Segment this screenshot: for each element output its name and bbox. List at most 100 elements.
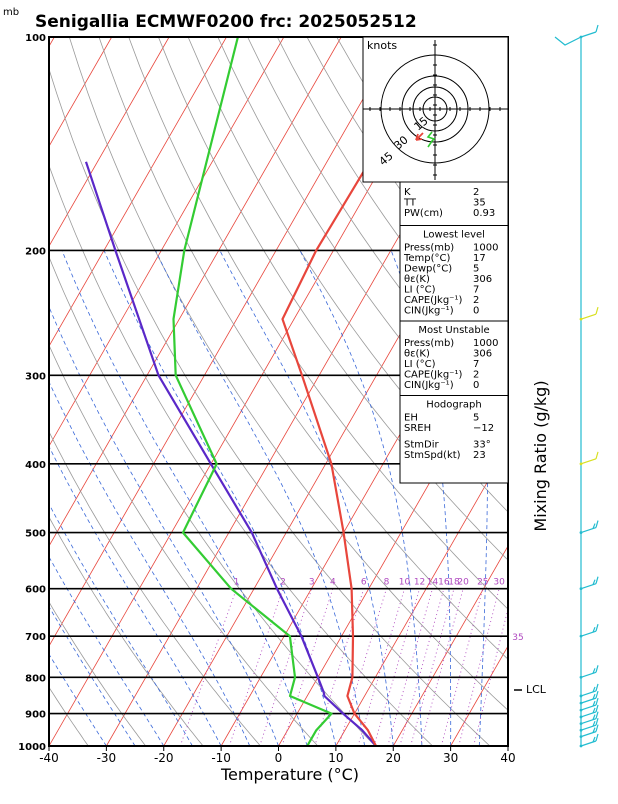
mixing-ratio-line <box>459 589 499 746</box>
index-value: 306 <box>473 349 492 360</box>
pressure-tick-label: 900 <box>25 710 46 721</box>
wind-barb <box>581 698 596 703</box>
mixing-ratio-label: 12 <box>414 578 425 588</box>
mixing-ratio-label: 20 <box>457 578 469 588</box>
index-name: CIN(Jkg⁻¹) <box>404 306 454 317</box>
parcel-trace <box>86 162 376 746</box>
wind-barb-dot <box>580 531 583 534</box>
x-tick-label: 10 <box>328 751 343 765</box>
mixing-ratio-line <box>400 589 444 746</box>
mixing-ratio-label: 30 <box>493 578 505 588</box>
pressure-unit-label: mb <box>3 7 19 18</box>
index-name: CIN(Jkg⁻¹) <box>404 380 454 391</box>
index-value: 5 <box>473 264 479 275</box>
x-tick-label: -30 <box>97 751 117 765</box>
wind-barb-flag <box>596 665 598 672</box>
index-value: 33° <box>473 440 491 451</box>
wind-barb-flag <box>596 624 598 631</box>
x-axis-label: Temperature (°C) <box>220 765 359 784</box>
index-value: 0.93 <box>473 208 495 219</box>
moist-adiabat-line <box>0 250 250 746</box>
hodograph-label: knots <box>367 39 397 52</box>
x-tick-label: 0 <box>275 751 283 765</box>
index-name: StmDir <box>404 440 439 451</box>
mixing-ratio-line <box>229 589 283 746</box>
mixing-ratio-label: 8 <box>384 578 390 588</box>
wind-barb-flag <box>596 684 598 691</box>
index-value: 23 <box>473 450 486 461</box>
wind-barb-flag <box>596 698 598 705</box>
wind-barb-flag <box>596 705 598 712</box>
index-name: K <box>404 187 411 198</box>
wind-barb-top <box>555 37 581 45</box>
wind-barb <box>581 672 596 677</box>
mixing-ratio-line <box>180 589 236 746</box>
wind-barb-dot <box>580 635 583 638</box>
index-value: 2 <box>473 187 479 198</box>
index-value: 0 <box>473 306 479 317</box>
mixing-ratio-line <box>420 589 463 746</box>
index-name: TT <box>403 198 417 209</box>
x-tick-label: -10 <box>211 751 231 765</box>
wind-barb-flag <box>596 712 598 719</box>
wind-barb-flag <box>596 577 598 584</box>
wind-barb <box>581 528 596 533</box>
isotherm-line <box>565 37 618 746</box>
mixing-ratio-label: 6 <box>361 578 367 588</box>
mixing-ratio-label: 25 <box>477 578 488 588</box>
wind-barbs <box>555 25 598 747</box>
wind-barb-dot <box>580 462 583 465</box>
wind-barb-flag <box>596 521 598 528</box>
wind-barb <box>581 631 596 636</box>
mixing-ratio-label: 35 <box>512 633 523 643</box>
wind-barb <box>581 459 596 464</box>
pressure-tick-label: 700 <box>25 632 46 643</box>
pressure-tick-label: 200 <box>25 246 46 257</box>
index-name: Temp(°C) <box>403 253 451 264</box>
pressure-tick-label: 300 <box>25 371 46 382</box>
isotherm-line <box>508 37 618 746</box>
index-value: 1000 <box>473 338 498 349</box>
lcl-label: LCL <box>526 683 547 696</box>
index-name: LI (°C) <box>404 359 436 370</box>
index-value: 2 <box>473 295 479 306</box>
wind-barb-dot <box>580 716 583 719</box>
wind-barb-dot <box>580 587 583 590</box>
index-section-title: Most Unstable <box>418 325 489 336</box>
mixing-ratio-label: 3 <box>309 578 315 588</box>
wind-barb-dot <box>580 676 583 679</box>
index-name: SREH <box>404 423 431 434</box>
wind-barb-dot <box>580 318 583 321</box>
wind-barb-dot <box>580 722 583 725</box>
pressure-tick-label: 100 <box>25 33 46 44</box>
mixing-ratio-label: 4 <box>330 578 336 588</box>
x-tick-label: 20 <box>386 751 401 765</box>
isotherm-line <box>0 37 399 746</box>
chart-title: Senigallia ECMWF0200 frc: 2025052512 <box>35 12 417 32</box>
moist-adiabat-line <box>156 250 365 746</box>
wind-barb-flag <box>596 25 598 32</box>
index-name: Press(mb) <box>404 243 454 254</box>
wind-barb <box>581 32 596 37</box>
mixing-ratio-label: 1 <box>234 578 240 588</box>
index-value: 7 <box>473 285 479 296</box>
hodograph: knots 15 30 45 <box>363 37 508 182</box>
pressure-tick-label: 500 <box>25 529 46 540</box>
index-name: StmSpd(kt) <box>404 450 461 461</box>
index-section-title: Lowest level <box>423 230 485 241</box>
index-name: LI (°C) <box>404 285 436 296</box>
moist-adiabat-line <box>62 250 307 746</box>
mixing-ratio-label: 10 <box>399 578 411 588</box>
wind-barb <box>581 732 596 737</box>
moist-adiabat-line <box>104 250 336 746</box>
wind-barb <box>581 741 596 746</box>
index-name: EH <box>404 413 418 424</box>
index-value: 5 <box>473 413 479 424</box>
index-name: θε(K) <box>404 349 430 360</box>
dry-adiabat-line <box>0 37 318 746</box>
index-value: 306 <box>473 274 492 285</box>
wind-barb-dot <box>580 695 583 698</box>
